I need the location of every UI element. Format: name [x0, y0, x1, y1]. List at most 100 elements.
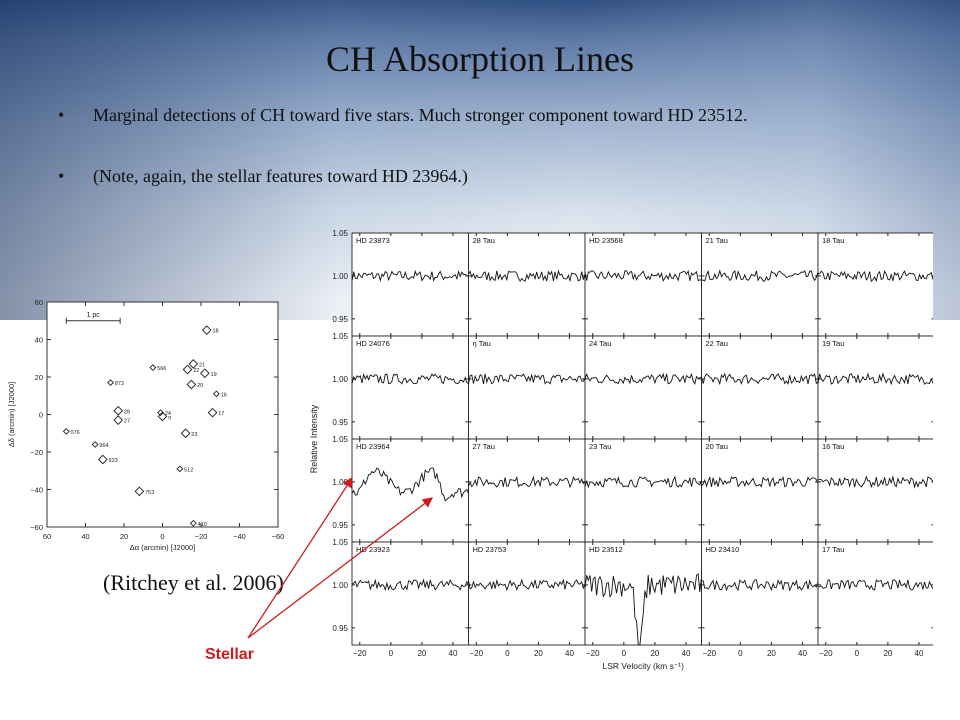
y-tick-label: 1.05 [332, 229, 348, 238]
panel-label: HD 23568 [589, 236, 623, 245]
spectrum-line [468, 373, 586, 385]
x-tick-label: −20 [702, 649, 716, 658]
panel-label: HD 24076 [356, 339, 390, 348]
panel-label: 17 Tau [822, 545, 844, 554]
x-tick-label: 0 [505, 649, 510, 658]
y-tick-label: −20 [30, 448, 43, 457]
x-tick-label: 60 [43, 532, 51, 541]
spectrum-panel [351, 438, 469, 543]
star-marker [97, 454, 108, 465]
panel-label: 18 Tau [822, 236, 844, 245]
stellar-label: Stellar [205, 646, 254, 663]
spectrum-panel [701, 438, 819, 543]
star-marker [149, 364, 157, 372]
x-tick-label: 0 [389, 649, 394, 658]
x-tick-label: −40 [233, 532, 246, 541]
star-label: 566 [157, 366, 166, 372]
bullet-marker: • [58, 166, 65, 186]
star-label: 28 [124, 409, 130, 415]
star-label: 27 [124, 419, 130, 425]
y-tick-label: 1.05 [332, 332, 348, 341]
panel-label: HD 23410 [706, 545, 740, 554]
x-axis-label: Δα (arcmin) [J2000] [130, 543, 196, 552]
panel-label: 19 Tau [822, 339, 844, 348]
y-axis-label: Relative Intensity [309, 404, 319, 473]
x-tick-label: 20 [417, 649, 426, 658]
spectrum-line [351, 578, 469, 592]
y-tick-label: 60 [35, 298, 43, 307]
spectrum-panel [468, 335, 586, 440]
x-tick-label: −20 [586, 649, 600, 658]
spectrum-line [817, 475, 933, 489]
panel-label: 27 Tau [473, 442, 495, 451]
y-tick-label: 1.00 [332, 478, 348, 487]
arrow-line [247, 497, 434, 639]
star-marker [157, 411, 168, 422]
x-tick-label: −20 [353, 649, 367, 658]
star-marker [113, 415, 124, 425]
arrow-line [247, 476, 353, 639]
spectrum-line [584, 372, 702, 386]
panel-label: 22 Tau [706, 339, 728, 348]
star-marker [176, 465, 184, 473]
star-marker [189, 519, 197, 527]
star-position-map: 60 60 40 40 20 20 0 0 −20 −20 −40 −40 −60 −60 Δα (arcm… [7, 298, 284, 552]
x-tick-label: 40 [798, 649, 807, 658]
star-marker [134, 486, 145, 497]
spectrum-line [584, 475, 702, 489]
y-tick-label: 1.05 [332, 538, 348, 547]
spectrum-line [351, 467, 469, 502]
spectrum-line [817, 579, 933, 591]
spectrum-line [701, 579, 819, 592]
panel-label: 20 Tau [706, 442, 728, 451]
spectrum-panel [701, 232, 819, 337]
star-label: 16 [221, 392, 227, 398]
star-label: 19 [211, 372, 217, 378]
x-tick-label: 0 [622, 649, 627, 658]
y-tick-label: 1.00 [332, 581, 348, 590]
panel-label: 16 Tau [822, 442, 844, 451]
star-label: 24 [165, 411, 171, 417]
star-label: 512 [184, 467, 193, 473]
x-tick-label: 20 [883, 649, 892, 658]
bullet-text: (Note, again, the stellar features towar… [93, 166, 468, 186]
x-tick-label: 0 [160, 532, 164, 541]
bullet-text: Marginal detections of CH toward five st… [93, 105, 748, 125]
x-tick-label: 40 [682, 649, 691, 658]
y-tick-label: 1.00 [332, 375, 348, 384]
spectrum-panel [817, 335, 933, 440]
spectrum-panel [817, 438, 933, 543]
star-marker [113, 405, 124, 416]
spectrum-panel [468, 438, 586, 543]
spectrum-line [701, 372, 819, 386]
x-tick-label: −20 [819, 649, 833, 658]
star-marker [186, 379, 197, 390]
scale-bar-label: 1 pc [87, 312, 101, 319]
spectrum-panel [584, 541, 702, 646]
star-marker [180, 428, 191, 439]
panel-label: HD 23873 [356, 236, 390, 245]
star-marker [91, 441, 99, 448]
star-marker [200, 368, 210, 379]
y-tick-label: 0.95 [332, 315, 348, 324]
star-label: 20 [197, 383, 203, 389]
star-label: 410 [198, 522, 207, 528]
star-label: 17 [218, 411, 224, 417]
spectrum-panel [584, 335, 702, 440]
panel-label: HD 23753 [473, 545, 507, 554]
y-tick-label: 1.00 [332, 272, 348, 281]
star-label: 21 [199, 362, 205, 368]
x-tick-label: 20 [767, 649, 776, 658]
y-tick-label: −40 [30, 486, 43, 495]
x-tick-label: 20 [534, 649, 543, 658]
x-tick-label: 40 [81, 532, 89, 541]
star-label: η [168, 415, 171, 421]
star-label: 873 [115, 381, 124, 387]
x-tick-label: 0 [738, 649, 743, 658]
spectrum-line [351, 269, 469, 283]
x-tick-label: 40 [565, 649, 574, 658]
spectrum-line [468, 475, 586, 489]
spectrum-panel [351, 232, 469, 337]
slide-title: CH Absorption Lines [325, 39, 634, 79]
